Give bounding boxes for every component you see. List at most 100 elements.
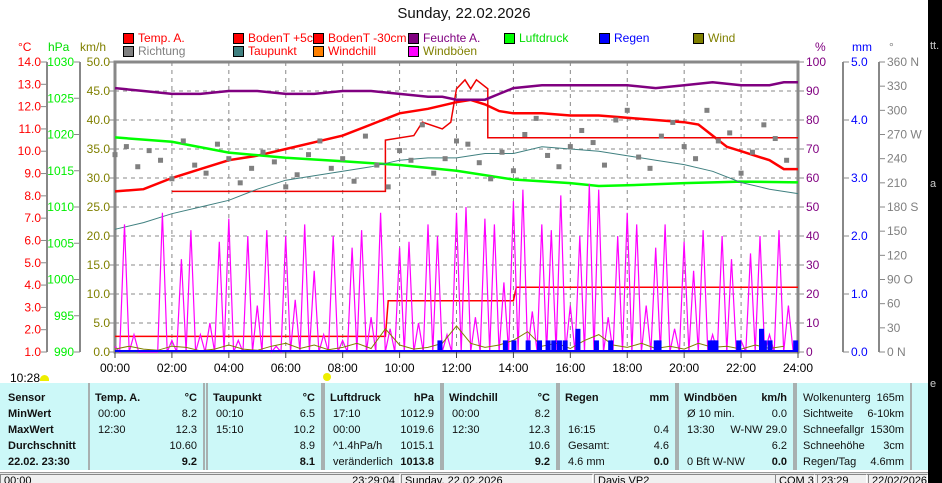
column-windb-en: Windböen km/h Ø 10 min. 0.0 13:30 W-NW 29.0 6.… bbox=[677, 383, 795, 470]
sensor-column: Sensor MinWert MaxWert Durchschnitt 22.02. 2… bbox=[0, 383, 88, 470]
cell-value: 0.0 bbox=[653, 456, 669, 468]
y-tick-label-wind: 35.0 bbox=[87, 142, 111, 156]
x-tick-label: 00:00 bbox=[100, 361, 130, 375]
legend-item[interactable]: BodenT -30cm bbox=[313, 31, 407, 45]
cell-value: 8.2 bbox=[534, 408, 550, 420]
column-header: Windchill bbox=[449, 392, 498, 404]
row: 8.9 bbox=[208, 438, 321, 454]
sunrise-icon bbox=[40, 375, 49, 381]
cell-value: 0.4 bbox=[653, 424, 669, 436]
legend-item[interactable]: BodenT +5cm bbox=[233, 31, 323, 45]
direction-point bbox=[545, 152, 551, 158]
legend-item[interactable]: Feuchte A. bbox=[408, 31, 480, 45]
cell-label: 4.6 mm bbox=[568, 456, 605, 468]
sensor-row-label: MinWert bbox=[8, 408, 52, 420]
rain-bar bbox=[713, 340, 719, 352]
legend-item[interactable]: Wind bbox=[693, 31, 735, 45]
y-tick-label-temp: 11.0 bbox=[19, 122, 42, 136]
y-tick-label-temp: 3.0 bbox=[24, 300, 41, 314]
unit-dir: ° bbox=[889, 40, 894, 54]
legend-swatch bbox=[599, 32, 610, 44]
direction-point bbox=[693, 156, 699, 162]
y-tick-label-hum: 50 bbox=[806, 200, 820, 214]
unit-wind: km/h bbox=[80, 40, 107, 54]
cell-value: 8.2 bbox=[181, 408, 197, 420]
status-text: 22/02/2026 bbox=[872, 475, 928, 483]
cell-label: 13:30 bbox=[687, 424, 715, 436]
weather-chart: 00:00 02:00 04:00 06:00 08:00 10:00 12:00 14:00… bbox=[18, 55, 923, 375]
direction-point bbox=[772, 136, 778, 142]
y-tick-label-dir: 0 N bbox=[887, 345, 906, 359]
extra-label: Schneehöhe bbox=[803, 440, 865, 452]
row: 0 Bft W-NW 0.0 bbox=[679, 454, 793, 470]
rain-bar bbox=[761, 340, 767, 352]
row: ^1.4hPa/h 1015.1 bbox=[325, 438, 440, 454]
y-tick-label-dir: 150 bbox=[887, 224, 907, 238]
y-tick-label-hum: 40 bbox=[806, 229, 820, 243]
rain-bar bbox=[793, 340, 799, 352]
direction-point bbox=[533, 115, 539, 121]
legend-label: Feuchte A. bbox=[423, 31, 481, 45]
row: Windchill °C bbox=[444, 390, 556, 406]
direction-point bbox=[590, 140, 596, 146]
row: Temp. A. °C bbox=[90, 390, 203, 406]
direction-point bbox=[328, 165, 334, 171]
x-tick-label: 10:00 bbox=[385, 361, 415, 375]
legend-item[interactable]: Luftdruck bbox=[504, 31, 568, 45]
status-segment: Sunday, 22.02.2026 bbox=[401, 474, 593, 483]
direction-point bbox=[636, 154, 642, 160]
y-tick-label-dir: 240 bbox=[887, 152, 907, 166]
x-tick-label: 12:00 bbox=[441, 361, 471, 375]
rain-bar bbox=[736, 340, 742, 352]
y-tick-label-dir: 330 bbox=[887, 79, 907, 93]
cell-value: 9.2 bbox=[534, 456, 550, 468]
y-tick-label-wind: 20.0 bbox=[87, 229, 111, 243]
status-segment: 23:29 bbox=[817, 474, 867, 483]
cell-value: 10.60 bbox=[169, 440, 197, 452]
legend-item[interactable]: Regen bbox=[599, 31, 649, 45]
y-tick-label-wind: 15.0 bbox=[87, 258, 111, 272]
row: 4.6 mm 0.0 bbox=[560, 454, 675, 470]
sensor-header: Sensor bbox=[8, 392, 46, 404]
direction-point bbox=[579, 127, 585, 133]
sensor-row-label: Durchschnitt bbox=[8, 440, 76, 452]
legend-item[interactable]: Taupunkt bbox=[233, 44, 297, 58]
direction-point bbox=[681, 144, 687, 150]
legend-item[interactable]: Temp. A. bbox=[123, 31, 185, 45]
row: Schneehöhe 3cm bbox=[797, 438, 910, 454]
row: 16:15 0.4 bbox=[560, 422, 675, 438]
y-tick-label-temp: 6.0 bbox=[24, 233, 41, 247]
direction-point bbox=[738, 170, 744, 176]
y-tick-label-temp: 12.0 bbox=[18, 100, 42, 114]
series-feuchte-a- bbox=[114, 81, 798, 101]
direction-point bbox=[214, 141, 220, 147]
sun-icon bbox=[323, 373, 331, 381]
series-richtung bbox=[112, 107, 790, 190]
legend-item[interactable]: Richtung bbox=[123, 44, 185, 58]
legend-item[interactable]: Windchill bbox=[313, 44, 376, 58]
cell-value: 4.6 bbox=[653, 440, 669, 452]
y-tick-label-rain: 5.0 bbox=[851, 55, 868, 69]
column-temp-a-: Temp. A. °C 00:00 8.2 12:30 12.3 10.60 9.2 bbox=[88, 383, 205, 470]
cell-label: 00:00 bbox=[98, 408, 126, 420]
legend-item[interactable]: Windböen bbox=[408, 44, 477, 58]
legend-swatch bbox=[408, 45, 419, 57]
rain-bar bbox=[556, 340, 562, 352]
direction-point bbox=[192, 162, 198, 168]
row: MaxWert bbox=[0, 422, 88, 438]
extra-value: 6-10km bbox=[867, 408, 904, 420]
cell-label: veränderlich bbox=[333, 456, 393, 468]
y-tick-label-hum: 90 bbox=[806, 84, 820, 98]
row: 17:10 1012.9 bbox=[325, 406, 440, 422]
cell-label: 0 Bft W-NW bbox=[687, 456, 745, 468]
direction-point bbox=[488, 176, 494, 182]
cell-label: Ø 10 min. bbox=[687, 408, 735, 420]
rain-bar bbox=[511, 340, 517, 352]
y-tick-label-press: 1010 bbox=[47, 200, 74, 214]
y-tick-label-dir: 300 bbox=[887, 103, 907, 117]
direction-point bbox=[727, 130, 733, 136]
y-tick-label-rain: 1.0 bbox=[851, 287, 868, 301]
direction-point bbox=[431, 170, 437, 176]
row: Ø 10 min. 0.0 bbox=[679, 406, 793, 422]
extra-value: 4.6mm bbox=[870, 456, 904, 468]
